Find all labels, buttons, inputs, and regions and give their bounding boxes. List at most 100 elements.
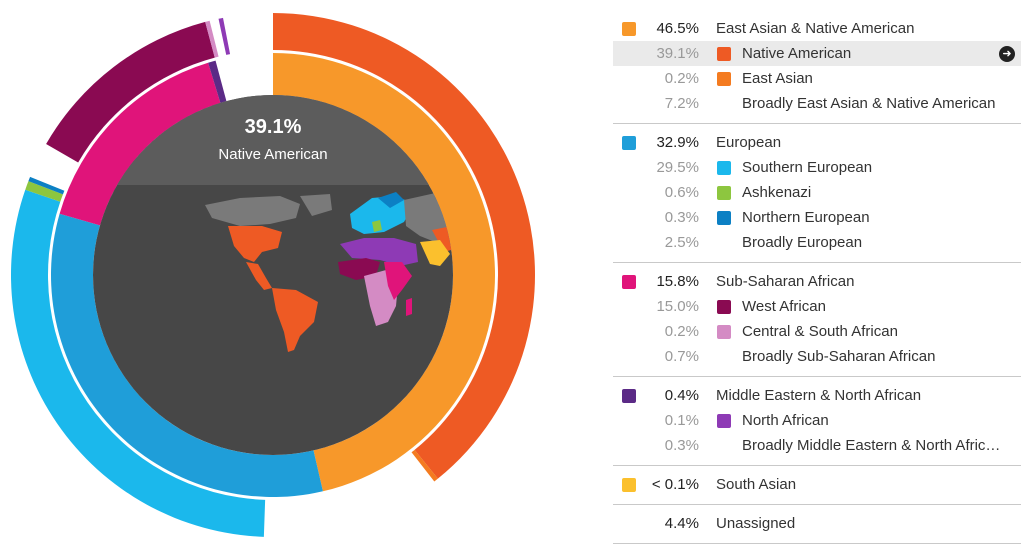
map-region-europe <box>350 196 414 234</box>
map-region-central-america <box>246 262 272 290</box>
legend-group: 46.5% East Asian & Native American 39.1% Na… <box>613 10 1021 124</box>
legend-percent: 0.2% <box>664 323 699 340</box>
legend-percent: 0.4% <box>664 387 699 404</box>
legend-percent: 15.8% <box>656 273 699 290</box>
ring-sub-saharan-african[interactable] <box>59 62 221 226</box>
legend-label: Broadly European <box>742 234 863 251</box>
legend-label: West African <box>742 298 826 315</box>
ring-northern-european[interactable] <box>28 176 65 195</box>
legend-label: Sub-Saharan African <box>716 273 855 290</box>
map-land-madagascar <box>406 298 412 316</box>
legend-label: Middle Eastern & North African <box>716 387 922 404</box>
color-swatch <box>622 22 636 36</box>
legend-label: East Asian <box>742 70 813 87</box>
color-swatch <box>717 47 731 61</box>
legend-label: South Asian <box>716 476 797 493</box>
legend-subcategory-row[interactable]: 7.2% Broadly East Asian & Native American <box>613 91 1021 116</box>
legend-category-row[interactable]: 46.5% East Asian & Native American <box>613 16 1021 41</box>
legend-group: 4.4% Unassigned <box>613 505 1021 544</box>
map-region-south-asia <box>420 240 450 266</box>
legend-percent: 7.2% <box>664 95 699 112</box>
legend-subcategory-row[interactable]: 15.0% West African <box>613 294 1021 319</box>
ancestry-sunburst-chart: 39.1% Native American <box>10 13 535 537</box>
map-region-south-america <box>272 288 318 352</box>
legend-label: Ashkenazi <box>742 184 812 201</box>
legend-percent: 29.5% <box>656 159 699 176</box>
legend-subcategory-row[interactable]: 39.1% Native American ➜ <box>613 41 1021 66</box>
legend-subcategory-row[interactable]: 0.3% Broadly Middle Eastern & North Afric… <box>613 433 1021 458</box>
legend-percent: < 0.1% <box>651 476 699 493</box>
center-percent: 39.1% <box>244 116 302 138</box>
legend-label: Broadly Middle Eastern & North Afric… <box>742 437 1001 454</box>
legend-subcategory-row[interactable]: 0.3% Northern European <box>613 205 1021 230</box>
color-swatch <box>717 325 731 339</box>
map-region-ashkenazi <box>372 220 382 232</box>
legend-percent: 0.3% <box>664 437 699 454</box>
legend-category-row[interactable]: 4.4% Unassigned <box>613 511 1021 536</box>
ring-west-african[interactable] <box>46 21 215 163</box>
legend-percent: 0.2% <box>664 70 699 87</box>
legend-label: Unassigned <box>716 515 796 532</box>
ring-ashkenazi[interactable] <box>25 181 63 202</box>
map-region-mena <box>340 238 418 266</box>
legend-label: Central & South African <box>742 323 898 340</box>
color-swatch <box>717 300 731 314</box>
sunburst-svg <box>10 13 535 537</box>
color-swatch <box>622 389 636 403</box>
ring-native-american[interactable] <box>273 13 535 479</box>
ring-north-african[interactable] <box>218 17 231 55</box>
legend-percent: 15.0% <box>656 298 699 315</box>
color-swatch <box>717 72 731 86</box>
legend-label: Broadly East Asian & Native American <box>742 95 996 112</box>
legend-label: Southern European <box>742 159 873 176</box>
ring-european[interactable] <box>50 213 323 497</box>
arrow-right-circle-icon[interactable]: ➜ <box>999 46 1015 62</box>
legend-label: North African <box>742 412 829 429</box>
color-swatch <box>717 186 731 200</box>
legend-group: 15.8% Sub-Saharan African 15.0% West Africa… <box>613 263 1021 377</box>
map-land-north-america <box>205 196 300 226</box>
map-region-east-africa <box>384 262 412 300</box>
legend-percent: 2.5% <box>664 234 699 251</box>
color-swatch <box>622 275 636 289</box>
legend-percent: 0.6% <box>664 184 699 201</box>
ring-east-asian[interactable] <box>411 449 438 482</box>
ring-southern-european[interactable] <box>10 189 266 537</box>
legend-label: Native American <box>742 45 852 62</box>
ring-east-asian-native-american[interactable] <box>273 53 495 492</box>
legend-subcategory-row[interactable]: 0.2% Central & South African <box>613 319 1021 344</box>
legend-subcategory-row[interactable]: 0.2% East Asian <box>613 66 1021 91</box>
center-label: Native American <box>218 146 328 163</box>
legend-percent: 39.1% <box>656 45 699 62</box>
legend-category-row[interactable]: < 0.1% South Asian <box>613 472 1021 497</box>
legend-label: Broadly Sub-Saharan African <box>742 348 936 365</box>
legend-subcategory-row[interactable]: 0.1% North African <box>613 408 1021 433</box>
rings-group <box>10 13 535 537</box>
legend-percent: 0.1% <box>664 412 699 429</box>
legend-percent: 32.9% <box>656 134 699 151</box>
legend-subcategory-row[interactable]: 0.7% Broadly Sub-Saharan African <box>613 344 1021 369</box>
legend-category-row[interactable]: 15.8% Sub-Saharan African <box>613 269 1021 294</box>
legend-label: Northern European <box>742 209 870 226</box>
legend-label: European <box>716 134 782 151</box>
legend-category-row[interactable]: 32.9% European <box>613 130 1021 155</box>
ring-middle-eastern-north-african[interactable] <box>208 60 227 103</box>
legend-percent: 0.3% <box>664 209 699 226</box>
ring-central-south-african[interactable] <box>205 20 219 58</box>
legend-subcategory-row[interactable]: 2.5% Broadly European <box>613 230 1021 255</box>
color-swatch <box>717 211 731 225</box>
legend-percent: 0.7% <box>664 348 699 365</box>
map-region-north-europe <box>378 192 404 208</box>
legend-group: < 0.1% South Asian <box>613 466 1021 505</box>
legend-category-row[interactable]: 0.4% Middle Eastern & North African <box>613 383 1021 408</box>
legend-group: 32.9% European 29.5% Southern European 0.6% A… <box>613 124 1021 263</box>
legend-percent: 4.4% <box>664 515 699 532</box>
legend-label: East Asian & Native American <box>716 20 915 37</box>
color-swatch <box>717 414 731 428</box>
map-land-greenland <box>300 194 332 216</box>
legend-subcategory-row[interactable]: 0.6% Ashkenazi <box>613 180 1021 205</box>
map-region-americas-north <box>228 226 282 262</box>
legend-percent: 46.5% <box>656 20 699 37</box>
legend-subcategory-row[interactable]: 29.5% Southern European <box>613 155 1021 180</box>
legend-group: 0.4% Middle Eastern & North African 0.1% No… <box>613 377 1021 466</box>
